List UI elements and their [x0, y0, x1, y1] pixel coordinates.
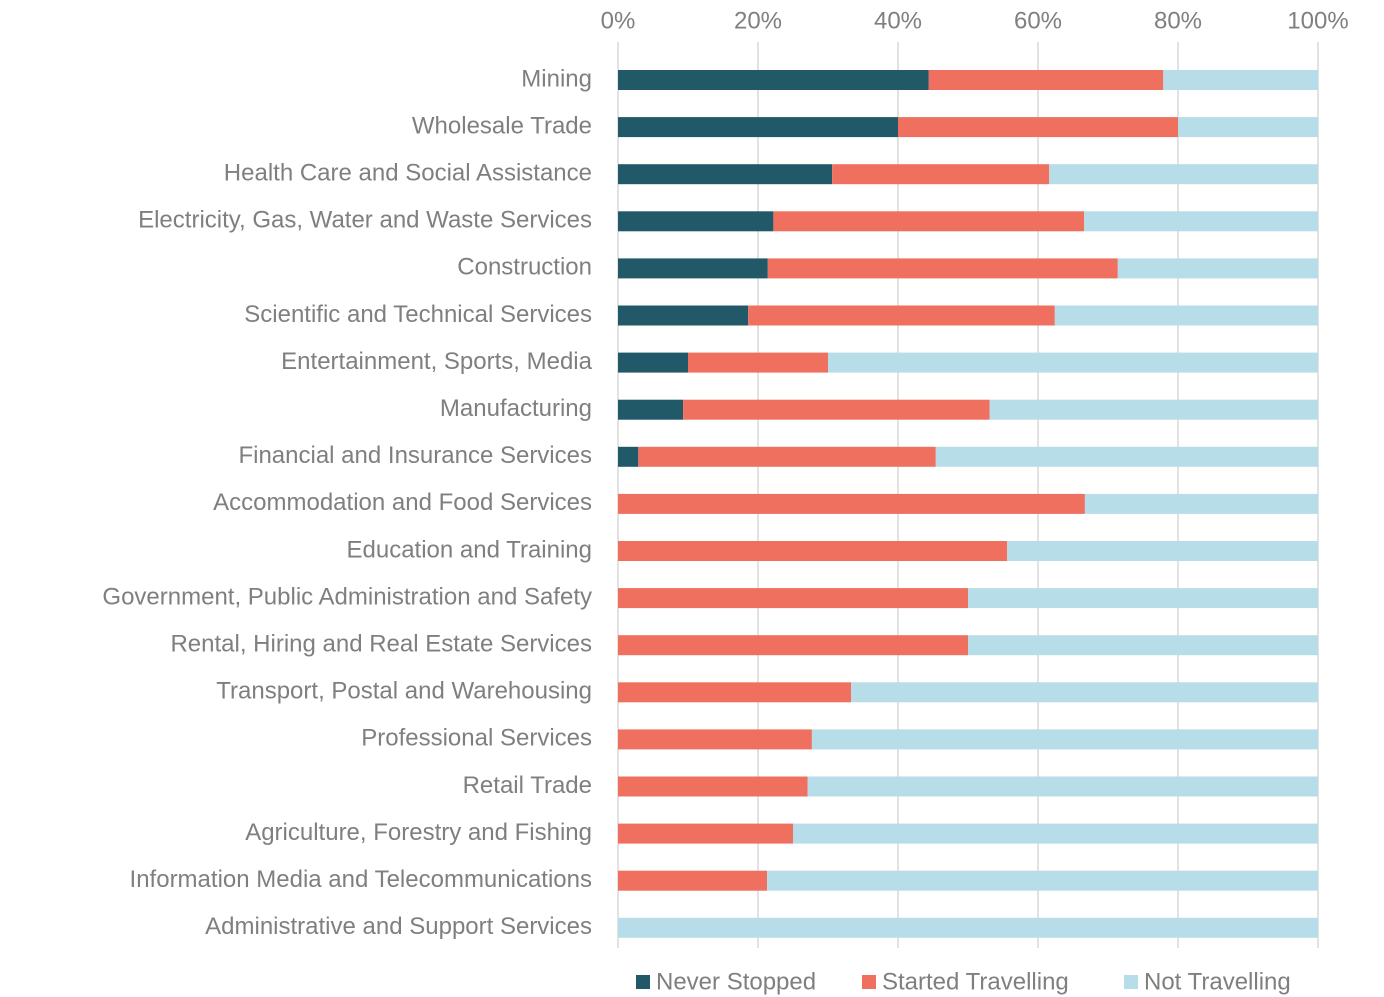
y-tick-label: Rental, Hiring and Real Estate Services: [170, 631, 592, 658]
bar-segment: [748, 305, 1055, 326]
bar-segment: [1084, 493, 1318, 514]
y-tick-label: Electricity, Gas, Water and Waste Servic…: [138, 207, 592, 234]
y-tick-label: Education and Training: [346, 536, 592, 563]
legend-swatch: [1124, 975, 1138, 989]
x-tick-label: 0%: [601, 7, 636, 34]
bar-segment: [618, 588, 968, 609]
legend-swatch: [636, 975, 650, 989]
y-tick-label: Wholesale Trade: [412, 112, 592, 139]
y-tick-label: Manufacturing: [440, 395, 592, 422]
bar-segment: [618, 682, 852, 703]
x-tick-label: 20%: [734, 7, 782, 34]
bar-segment: [851, 682, 1318, 703]
bar-segment: [828, 352, 1318, 373]
bar-segment: [618, 352, 688, 373]
y-tick-label: Entertainment, Sports, Media: [281, 348, 592, 375]
bar-segment: [683, 399, 990, 420]
bar-segment: [1178, 117, 1318, 138]
bar-segment: [811, 729, 1318, 750]
bar-segment: [618, 258, 768, 279]
bar-segment: [928, 70, 1164, 90]
y-tick-label: Transport, Postal and Warehousing: [216, 678, 592, 705]
y-tick-label: Government, Public Administration and Sa…: [102, 583, 592, 610]
y-tick-label: Information Media and Telecommunications: [130, 866, 592, 893]
bar-segment: [832, 164, 1050, 185]
bar-segment: [1007, 541, 1318, 561]
bar-segment: [618, 776, 808, 797]
y-tick-label: Health Care and Social Assistance: [224, 160, 592, 187]
bar-segment: [618, 164, 833, 185]
y-tick-label: Accommodation and Food Services: [213, 489, 592, 516]
bar-segment: [989, 399, 1318, 420]
bar-segment: [767, 870, 1318, 891]
bar-segment: [1117, 258, 1318, 279]
bar-segment: [1054, 305, 1318, 326]
bar-segment: [1163, 70, 1318, 90]
bar-segment: [618, 305, 749, 326]
y-tick-label: Administrative and Support Services: [205, 913, 592, 940]
legend-swatch: [862, 975, 876, 989]
bar-segment: [618, 399, 684, 420]
bar-segment: [618, 917, 1318, 938]
bar-segment: [618, 541, 1008, 561]
bar-segment: [935, 446, 1318, 467]
bar-segment: [968, 588, 1318, 609]
bar-segment: [638, 446, 936, 467]
bar-segment: [618, 729, 812, 750]
bar-segment: [618, 870, 768, 891]
bar-segment: [968, 635, 1318, 656]
x-tick-label: 60%: [1014, 7, 1062, 34]
x-tick-label: 80%: [1154, 7, 1202, 34]
bar-segment: [618, 70, 929, 90]
x-tick-label: 100%: [1287, 7, 1348, 34]
y-tick-label: Retail Trade: [463, 772, 592, 799]
y-tick-label: Scientific and Technical Services: [244, 301, 592, 328]
bar-segment: [807, 776, 1318, 797]
bar-segment: [618, 823, 793, 844]
bar-segment: [793, 823, 1318, 844]
bar-segment: [618, 635, 968, 656]
x-tick-label: 40%: [874, 7, 922, 34]
bar-segment: [618, 211, 774, 232]
bar-segment: [618, 446, 639, 467]
legend-label: Started Travelling: [882, 968, 1069, 995]
y-tick-label: Agriculture, Forestry and Fishing: [245, 819, 592, 846]
legend-label: Not Travelling: [1144, 968, 1291, 995]
bar-segment: [688, 352, 828, 373]
bar-segment: [618, 493, 1085, 514]
bar-segment: [1084, 211, 1318, 232]
y-tick-label: Mining: [521, 65, 592, 92]
bar-segment: [767, 258, 1118, 279]
bar-segment: [773, 211, 1085, 232]
bar-segment: [898, 117, 1178, 138]
y-tick-label: Professional Services: [361, 725, 592, 752]
bar-segment: [1049, 164, 1318, 185]
y-tick-label: Construction: [457, 254, 592, 281]
bar-segment: [618, 117, 898, 138]
legend-label: Never Stopped: [656, 968, 816, 995]
y-tick-label: Financial and Insurance Services: [238, 442, 592, 469]
